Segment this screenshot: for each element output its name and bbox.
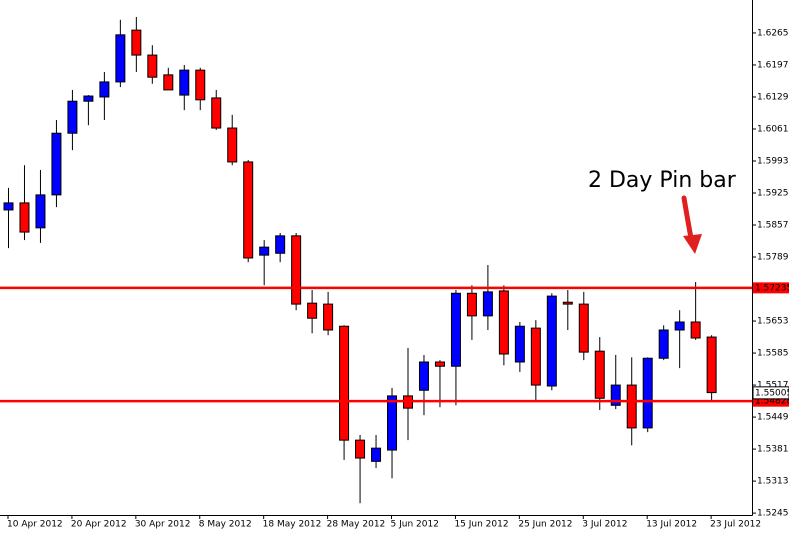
candle-body <box>706 336 717 394</box>
candle-body <box>51 132 62 196</box>
candle-body <box>514 325 525 363</box>
last-price-box <box>752 386 789 400</box>
candle-body <box>259 246 270 256</box>
candle-body <box>387 395 398 451</box>
y-tick-label: 1.59250 <box>757 189 789 199</box>
x-tick-label: 3 Jul 2012 <box>582 520 627 530</box>
candle-body <box>594 350 605 399</box>
x-tick-label: 18 May 2012 <box>263 520 322 530</box>
candle-body <box>195 69 206 101</box>
candle-body <box>546 295 557 387</box>
candle-body <box>275 235 286 254</box>
candle-body <box>626 384 637 429</box>
candle-body <box>498 290 509 355</box>
x-tick-label: 20 Apr 2012 <box>71 520 127 530</box>
x-tick-label: 13 Jul 2012 <box>646 520 697 530</box>
candle-body <box>339 325 350 441</box>
y-tick-label: 1.55850 <box>757 349 789 359</box>
candle-body <box>466 292 477 317</box>
candle-body <box>147 54 158 78</box>
y-tick-label: 1.53130 <box>757 477 789 487</box>
hline-label-box <box>753 395 789 407</box>
y-tick-label: 1.57890 <box>757 253 789 263</box>
y-tick-label: 1.62650 <box>757 28 789 38</box>
x-tick-label: 25 Jun 2012 <box>518 520 572 530</box>
y-tick-label: 1.56530 <box>757 317 789 327</box>
y-tick-label: 1.54490 <box>757 413 789 423</box>
hline-label: 1.54828 <box>755 397 789 407</box>
candle-body <box>163 74 174 91</box>
x-tick-label: 28 May 2012 <box>327 520 386 530</box>
candle-body <box>482 291 493 317</box>
candle-body <box>371 447 382 462</box>
candle-body <box>211 97 222 129</box>
candle-body <box>690 321 701 339</box>
candle-body <box>19 202 30 233</box>
candle-body <box>355 439 366 459</box>
hline-label: 1.57235 <box>755 283 789 293</box>
y-tick-label: 1.58570 <box>757 221 789 231</box>
candle-body <box>243 161 254 259</box>
annotation-arrow <box>681 195 702 254</box>
candle-body <box>530 327 541 386</box>
candle-body <box>35 194 46 229</box>
x-tick-label: 15 Jun 2012 <box>454 520 508 530</box>
y-tick-label: 1.59930 <box>757 156 789 166</box>
x-tick-label: 8 May 2012 <box>199 520 252 530</box>
hline-label-box <box>753 282 789 294</box>
x-tick-label: 10 Apr 2012 <box>7 520 63 530</box>
candle-body <box>131 29 142 56</box>
x-tick-label: 23 Jul 2012 <box>710 520 761 530</box>
y-tick-label: 1.61290 <box>757 92 789 102</box>
candle-body <box>434 361 445 367</box>
candle-body <box>115 34 126 83</box>
x-tick-label: 30 Apr 2012 <box>135 520 191 530</box>
candle-body <box>3 202 14 211</box>
y-tick-label: 1.61970 <box>757 60 789 70</box>
y-tick-label: 1.52450 <box>757 509 789 519</box>
arrow-head <box>683 234 702 254</box>
last-price-label: 1.55005 <box>755 388 789 398</box>
candle-body <box>450 292 461 367</box>
annotation: 2 Day Pin bar <box>588 168 737 193</box>
candle-body <box>67 100 78 134</box>
candle-body <box>307 302 318 319</box>
y-tick-label: 1.53810 <box>757 445 789 455</box>
candle-body <box>562 301 573 305</box>
candle-body <box>674 321 685 331</box>
candle-body <box>610 384 621 406</box>
candle-body <box>578 303 589 353</box>
y-tick-label: 1.55170 <box>757 381 789 391</box>
candle-body <box>83 95 94 102</box>
candle-body <box>418 361 429 391</box>
candle-body <box>323 303 334 331</box>
candle-body <box>179 69 190 96</box>
x-tick-label: 5 Jun 2012 <box>391 520 439 530</box>
candle-body <box>658 329 669 359</box>
candle-body <box>99 81 110 98</box>
candle-body <box>642 357 653 429</box>
plot-area <box>3 16 717 504</box>
y-tick-label: 1.60610 <box>757 124 789 134</box>
candle-body <box>227 127 238 163</box>
candle-body <box>291 235 302 305</box>
